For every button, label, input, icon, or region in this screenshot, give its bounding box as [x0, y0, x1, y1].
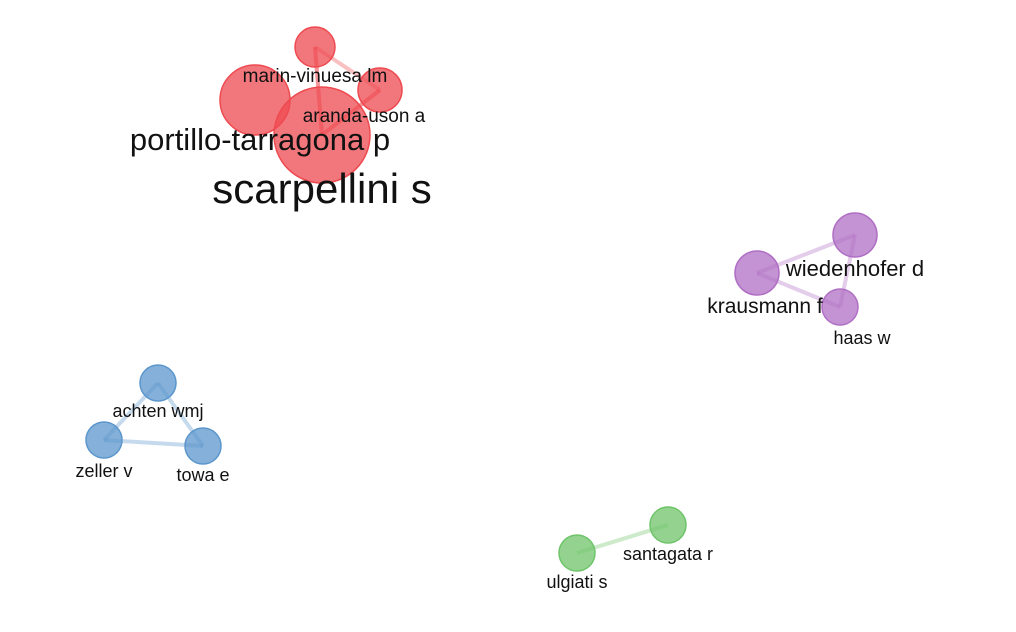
node-haas[interactable] — [821, 288, 859, 326]
node-zeller[interactable] — [85, 421, 123, 459]
node-label-towa: towa e — [176, 465, 229, 485]
node-label-portillo: portillo-tarragona p — [130, 122, 390, 157]
nodes-layer — [85, 26, 878, 572]
node-label-ulgiati: ulgiati s — [546, 572, 607, 592]
node-label-scarpellini: scarpellini s — [212, 165, 431, 212]
node-wied_node[interactable] — [832, 212, 878, 258]
node-n1[interactable] — [294, 26, 336, 68]
node-label-aranda: aranda-uson a — [303, 106, 426, 127]
node-label-wiedenhofer: wiedenhofer d — [785, 256, 924, 281]
node-label-krausmann: krausmann f — [707, 295, 823, 318]
node-achten[interactable] — [139, 364, 177, 402]
node-santagata[interactable] — [649, 506, 687, 544]
node-label-haas: haas w — [833, 328, 891, 348]
labels-layer: marin-vinuesa lm aranda-uson aportillo-ta… — [75, 66, 924, 592]
node-portillo[interactable] — [273, 86, 371, 184]
node-label-santagata: santagata r — [623, 544, 713, 564]
node-label-achten: achten wmj — [112, 401, 203, 421]
node-ulgiati[interactable] — [558, 534, 596, 572]
node-krausmann[interactable] — [734, 250, 780, 296]
node-label-marin: marin-vinuesa lm — [243, 66, 388, 87]
node-aranda[interactable] — [357, 67, 403, 113]
node-label-zeller: zeller v — [75, 461, 132, 481]
node-towa[interactable] — [184, 427, 222, 465]
